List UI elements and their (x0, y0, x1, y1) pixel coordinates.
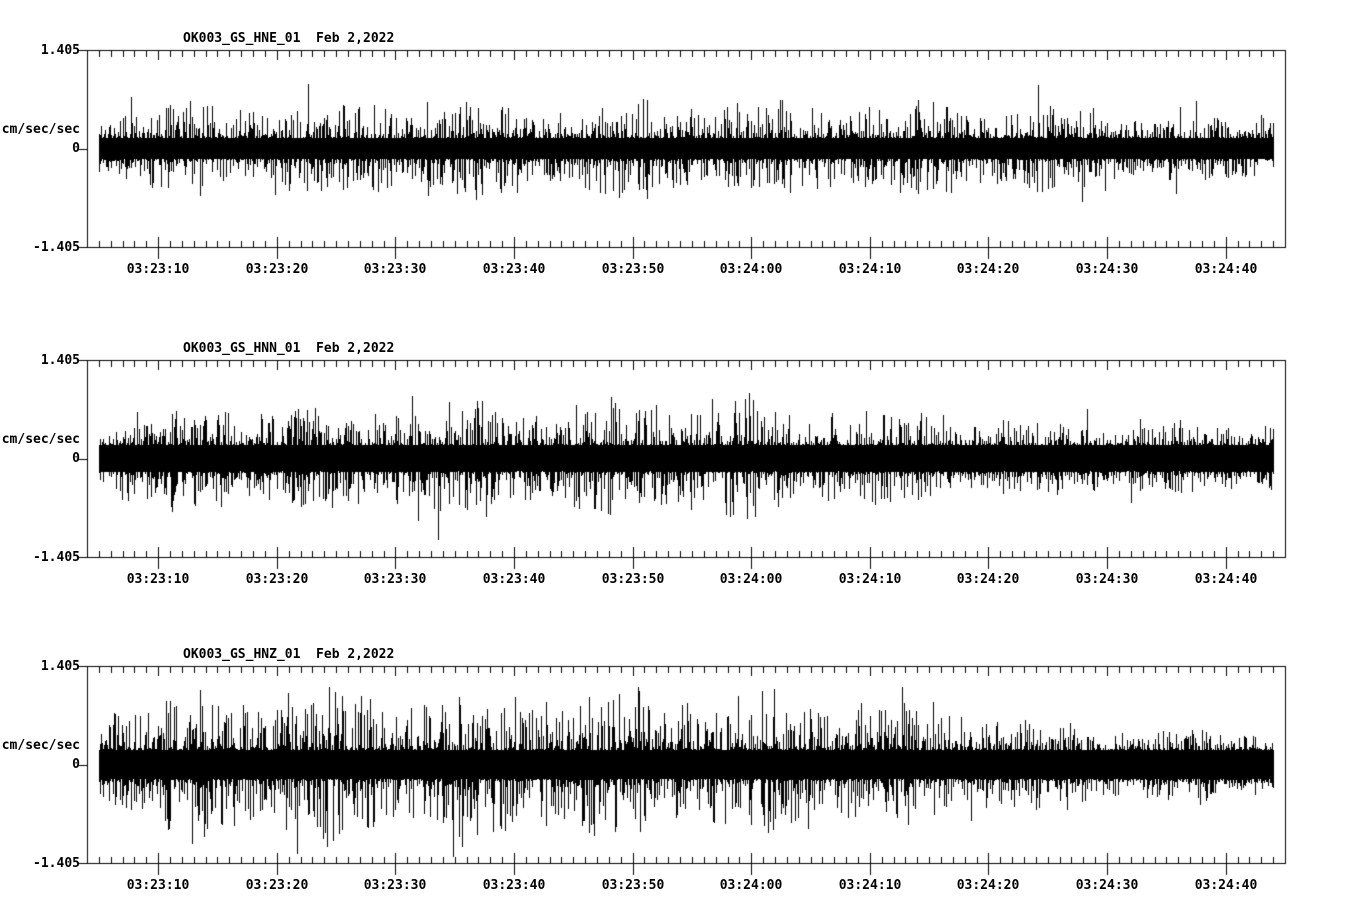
x-tick-label: 03:23:50 (601, 572, 665, 587)
x-tick-label: 03:23:30 (363, 878, 427, 893)
panel-hne: OK003_GS_HNE_01 Feb 2,2022 1.405 cm/sec/… (0, 0, 1358, 300)
y-axis-units-label: cm/sec/sec (1, 432, 80, 447)
x-tick-label: 03:23:40 (482, 572, 546, 587)
y-axis-units-label: cm/sec/sec (1, 738, 80, 753)
x-tick-label: 03:24:30 (1075, 572, 1139, 587)
x-tick-label: 03:24:20 (956, 878, 1020, 893)
x-tick-label: 03:24:30 (1075, 262, 1139, 277)
y-tick-label-min: -1.405 (33, 240, 80, 255)
panel-hnn: OK003_GS_HNN_01 Feb 2,2022 1.405 cm/sec/… (0, 310, 1358, 610)
x-tick-label: 03:24:00 (719, 262, 783, 277)
x-tick-label: 03:23:20 (245, 878, 309, 893)
x-tick-label: 03:23:10 (126, 878, 190, 893)
y-tick-label-zero: 0 (72, 141, 80, 156)
y-tick-label-min: -1.405 (33, 550, 80, 565)
x-tick-label: 03:23:40 (482, 878, 546, 893)
x-tick-label: 03:23:50 (601, 262, 665, 277)
waveform-canvas-hnz (0, 616, 1358, 916)
waveform-canvas-hnn (0, 310, 1358, 610)
x-tick-label: 03:24:20 (956, 262, 1020, 277)
y-tick-label-min: -1.405 (33, 856, 80, 871)
y-axis-units-label: cm/sec/sec (1, 122, 80, 137)
y-tick-label-zero: 0 (72, 757, 80, 772)
x-tick-label: 03:23:10 (126, 262, 190, 277)
y-tick-label-max: 1.405 (40, 43, 80, 58)
x-tick-label: 03:23:20 (245, 262, 309, 277)
x-tick-label: 03:24:20 (956, 572, 1020, 587)
panel-title-hnz: OK003_GS_HNZ_01 Feb 2,2022 (183, 647, 395, 662)
x-tick-label: 03:24:00 (719, 572, 783, 587)
panel-hnz: OK003_GS_HNZ_01 Feb 2,2022 1.405 cm/sec/… (0, 616, 1358, 916)
panel-title-hnn: OK003_GS_HNN_01 Feb 2,2022 (183, 341, 395, 356)
y-tick-label-zero: 0 (72, 451, 80, 466)
panel-title-hne: OK003_GS_HNE_01 Feb 2,2022 (183, 31, 395, 46)
x-tick-label: 03:24:40 (1194, 878, 1258, 893)
x-tick-label: 03:23:40 (482, 262, 546, 277)
x-tick-label: 03:24:10 (838, 572, 902, 587)
waveform-canvas-hne (0, 0, 1358, 300)
x-tick-label: 03:24:40 (1194, 572, 1258, 587)
x-tick-label: 03:23:20 (245, 572, 309, 587)
x-tick-label: 03:24:10 (838, 262, 902, 277)
x-tick-label: 03:24:00 (719, 878, 783, 893)
x-tick-label: 03:23:10 (126, 572, 190, 587)
x-tick-label: 03:23:30 (363, 572, 427, 587)
x-tick-label: 03:24:30 (1075, 878, 1139, 893)
y-tick-label-max: 1.405 (40, 659, 80, 674)
x-tick-label: 03:24:40 (1194, 262, 1258, 277)
x-tick-label: 03:23:50 (601, 878, 665, 893)
y-tick-label-max: 1.405 (40, 353, 80, 368)
x-tick-label: 03:24:10 (838, 878, 902, 893)
x-tick-label: 03:23:30 (363, 262, 427, 277)
